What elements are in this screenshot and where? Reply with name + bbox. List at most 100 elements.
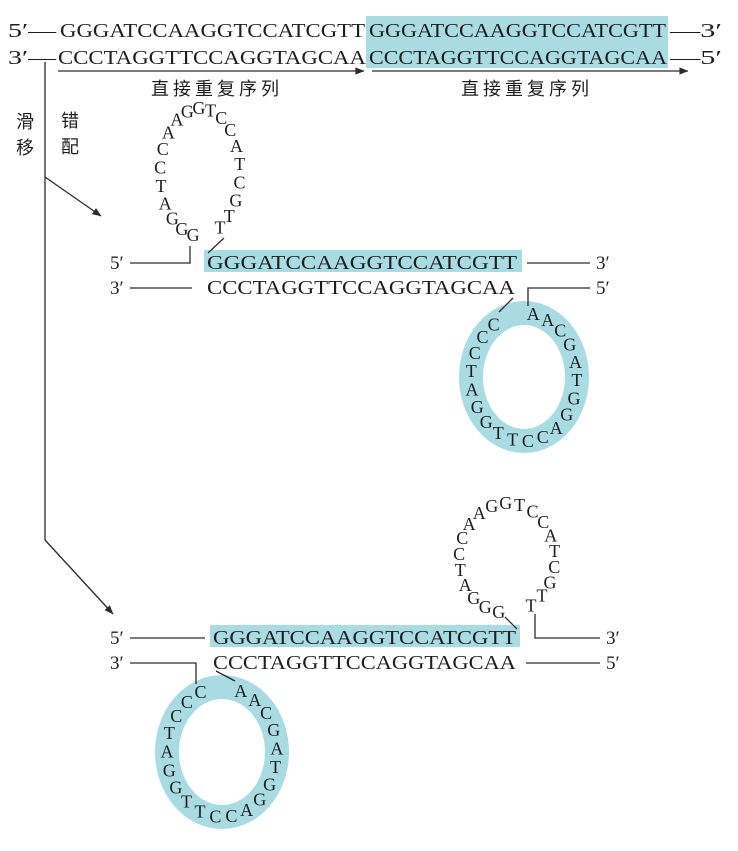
loop-nucleotide: G [544, 572, 557, 592]
slip2-paired-highlight [210, 625, 520, 647]
loop-nucleotide: G [471, 397, 484, 417]
loop-nucleotide: T [493, 423, 504, 443]
loop-nucleotide: T [507, 430, 518, 450]
slip2-top-3prime: 3′ [606, 628, 620, 649]
slip1-bottom-loop-highlight [459, 301, 589, 453]
loop-nucleotide: A [170, 110, 183, 130]
loop-nucleotide: G [485, 496, 498, 516]
loop-nucleotide: G [163, 760, 176, 780]
loop-nucleotide: A [230, 136, 243, 156]
loop-nucleotide: A [466, 380, 479, 400]
mispairing-label-char-1: 错 [61, 111, 79, 132]
slip2-top-5prime: 5′ [110, 628, 124, 649]
loop-nucleotide: T [195, 802, 206, 822]
strand2-right-end: —5′ [668, 47, 722, 69]
slip1-top-left-line [130, 246, 191, 264]
strand1-left-end: 5′— [8, 20, 57, 42]
loop-nucleotide: T [156, 176, 167, 196]
loop-nucleotide: A [161, 742, 174, 762]
loop-nucleotide: C [526, 501, 538, 521]
slip2-bottom-paired-seq: CCCTAGGTTCCAGGTAGCAA [213, 652, 517, 674]
loop-nucleotide: C [181, 692, 193, 712]
loop-nucleotide: G [192, 98, 205, 118]
loop-nucleotide: T [571, 370, 582, 390]
strand2-repeat-b: CCCTAGGTTCCAGGTAGCAA [369, 47, 668, 69]
slip-1-duplex: 5′ GGGATCCAAGGTCCATCGTT 3′ GGGATCCAAGG T C… [110, 98, 610, 453]
slip1-top-loop: GGGATCCAAGG T CCATCGTT [154, 98, 245, 245]
loop-nucleotide: G [568, 388, 581, 408]
loop-nucleotide: T [549, 541, 560, 561]
loop-nucleotide: C [537, 512, 549, 532]
loop-nucleotide: C [225, 806, 237, 826]
loop-nucleotide: G [499, 493, 512, 513]
slip2-bottom-loop: CCCTAGGT T C C AGGTAGCAA [161, 681, 284, 827]
loop-nucleotide: A [270, 738, 283, 758]
loop-nucleotide: C [154, 157, 166, 177]
loop-nucleotide: C [456, 528, 468, 548]
loop-nucleotide: G [229, 190, 242, 210]
slippage-label-char-2: 移 [16, 138, 34, 159]
slip2-bottom-loop-connector [215, 670, 236, 682]
loop-nucleotide: G [169, 778, 182, 798]
loop-nucleotide: A [473, 503, 486, 523]
loop-nucleotide: T [466, 361, 477, 381]
slip1-bottom-loop: CCCTAGGT T C C AGGTAGCAA [466, 304, 583, 451]
loop-nucleotide: A [159, 194, 172, 214]
loop-nucleotide: T [455, 560, 466, 580]
loop-nucleotide: C [215, 108, 227, 128]
loop-nucleotide: A [550, 418, 563, 438]
loop-nucleotide: G [560, 405, 573, 425]
loop-nucleotide: C [170, 706, 182, 726]
strand1-repeat-b: GGGATCCAAGGTCCATCGTT [369, 20, 666, 42]
slip2-bottom-loop-highlight [155, 675, 289, 829]
slip1-bottom-paired-seq: CCCTAGGTTCCAGGTAGCAA [207, 277, 516, 299]
slippage-label-char-1: 滑 [16, 112, 34, 133]
loop-nucleotide: T [181, 792, 192, 812]
loop-nucleotide: C [453, 544, 465, 564]
strand1-repeat-a: GGGATCCAAGGTCCATCGTT [60, 20, 365, 42]
arrow-to-slip-2 [44, 539, 114, 615]
loop-nucleotide: A [527, 304, 540, 324]
loop-nucleotide: C [554, 320, 566, 340]
loop-nucleotide: G [263, 775, 276, 795]
strand2-repeat-a: CCCTAGGTTCCAGGTAGCAA [58, 47, 367, 69]
mispairing-label-char-2: 配 [61, 137, 79, 158]
loop-nucleotide: G [467, 588, 480, 608]
slip2-top-loop-connector [504, 616, 518, 630]
loop-nucleotide: G [181, 101, 194, 121]
slip1-bottom-5prime: 5′ [596, 278, 610, 299]
slip1-top-paired-seq: GGGATCCAAGGTCCATCGTT [207, 252, 517, 274]
loop-nucleotide: A [544, 525, 557, 545]
repeat-label-1: 直接重复序列 [151, 79, 279, 100]
slip2-top-loop: GGGATCCAA G G T CCATCGTT [453, 493, 560, 622]
loop-nucleotide: G [479, 597, 492, 617]
loop-nucleotide: G [175, 219, 188, 239]
loop-nucleotide: T [270, 757, 281, 777]
original-duplex: 5′— GGGATCCAAGGTCCATCGTT GGGATCCAAGGTCCA… [8, 16, 722, 100]
loop-nucleotide: T [514, 495, 525, 515]
loop-nucleotide: T [164, 723, 175, 743]
slip-2-duplex: 5′ GGGATCCAAGGTCCATCGTT 3′ GGGATCCAA G G T C… [110, 493, 620, 829]
loop-nucleotide: C [469, 343, 481, 363]
loop-nucleotide: C [233, 173, 245, 193]
loop-nucleotide: T [205, 100, 216, 120]
loop-nucleotide: G [563, 335, 576, 355]
loop-nucleotide: C [488, 315, 500, 335]
loop-nucleotide: C [260, 703, 272, 723]
loop-nucleotide: G [253, 789, 266, 809]
loop-nucleotide: T [215, 217, 226, 237]
loop-nucleotide: C [157, 139, 169, 159]
loop-nucleotide: A [162, 123, 175, 143]
loop-nucleotide: C [209, 807, 221, 827]
loop-nucleotide: C [224, 120, 236, 140]
loop-nucleotide: A [240, 800, 253, 820]
loop-nucleotide: T [234, 154, 245, 174]
repeat-label-2: 直接重复序列 [461, 79, 589, 100]
slip2-top-paired-seq: GGGATCCAAGGTCCATCGTT [213, 627, 516, 649]
slip1-bottom-3prime: 3′ [110, 278, 124, 299]
loop-nucleotide: A [234, 681, 247, 701]
slip1-top-3prime: 3′ [596, 253, 610, 274]
loop-nucleotide: A [541, 310, 554, 330]
arrow-to-slip-1 [44, 176, 102, 217]
